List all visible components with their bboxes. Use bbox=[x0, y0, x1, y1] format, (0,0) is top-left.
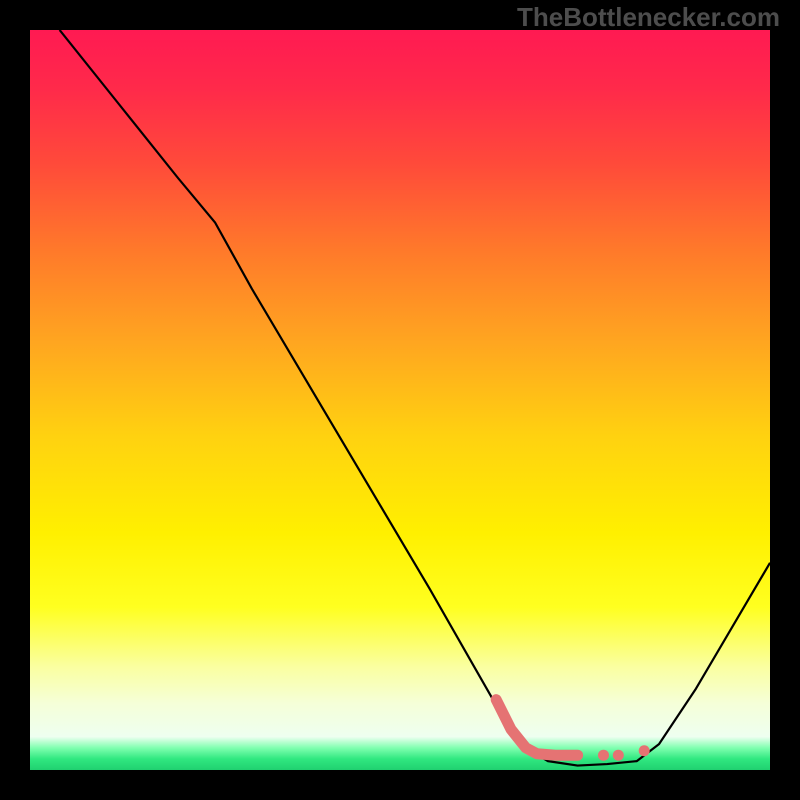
chart-frame: TheBottlenecker.com bbox=[0, 0, 800, 800]
plot-area bbox=[30, 30, 770, 770]
marker-dot bbox=[598, 750, 609, 761]
marker-dot bbox=[613, 750, 624, 761]
watermark-text: TheBottlenecker.com bbox=[517, 2, 780, 33]
marker-dot bbox=[639, 745, 650, 756]
plot-svg bbox=[30, 30, 770, 770]
gradient-background bbox=[30, 30, 770, 770]
